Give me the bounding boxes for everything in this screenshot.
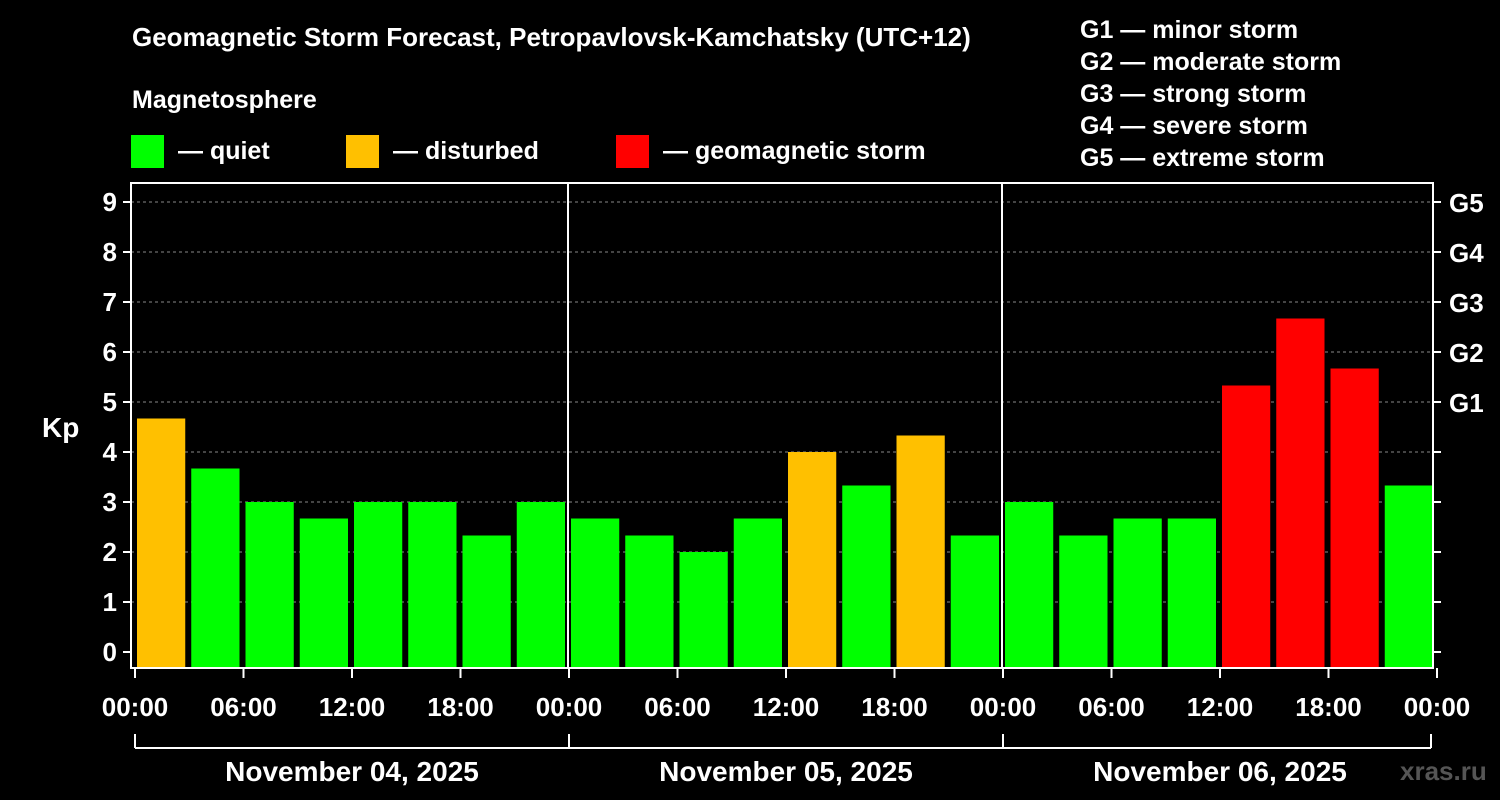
legend-swatch-quiet <box>131 134 164 168</box>
y-tick-label: 4 <box>103 437 118 467</box>
y-tick-label: 9 <box>103 187 117 217</box>
kp-bar <box>625 535 674 668</box>
legend-item-quiet: — quiet <box>131 134 270 168</box>
chart-subtitle: Magnetosphere <box>132 86 317 114</box>
x-tick-label: 00:00 <box>536 692 603 722</box>
g-scale-tick-label: G4 <box>1449 238 1484 268</box>
storm-scale-g2: G2 — moderate storm <box>1080 48 1342 76</box>
y-tick-label: 8 <box>103 237 117 267</box>
g-scale-tick-label: G3 <box>1449 288 1484 318</box>
kp-bar <box>1167 518 1216 668</box>
kp-bar <box>733 518 782 668</box>
x-tick-label: 18:00 <box>1295 692 1362 722</box>
kp-bar <box>462 535 511 668</box>
x-tick-label: 06:00 <box>644 692 711 722</box>
chart-title: Geomagnetic Storm Forecast, Petropavlovs… <box>132 22 971 52</box>
x-tick-label: 12:00 <box>1187 692 1254 722</box>
kp-bar <box>896 435 945 668</box>
kp-bar <box>1384 485 1433 668</box>
storm-scale-legend: G1 — minor storm G2 — moderate storm G3 … <box>1080 14 1341 174</box>
kp-bar <box>788 452 837 668</box>
x-tick-label: 18:00 <box>427 692 494 722</box>
x-tick-label: 06:00 <box>210 692 277 722</box>
legend-swatch-disturbed <box>346 134 379 168</box>
kp-bar <box>842 485 891 668</box>
kp-bar <box>354 502 403 668</box>
kp-bar <box>408 502 457 668</box>
g-scale-tick-label: G5 <box>1449 188 1484 218</box>
kp-bar <box>950 535 999 668</box>
x-tick-label: 00:00 <box>102 692 169 722</box>
x-tick-label: 00:00 <box>970 692 1037 722</box>
kp-bar <box>516 502 565 668</box>
kp-bar <box>1222 385 1271 668</box>
plot-frame <box>130 182 1434 669</box>
kp-bar <box>571 518 620 668</box>
y-tick-label: 7 <box>103 287 117 317</box>
storm-scale-g1: G1 — minor storm <box>1080 16 1299 44</box>
legend-label-quiet: — quiet <box>178 136 270 165</box>
day-label: November 04, 2025 <box>225 756 479 787</box>
kp-bar <box>679 552 728 668</box>
kp-bar <box>1113 518 1162 668</box>
y-tick-label: 1 <box>103 587 117 617</box>
x-tick-label: 12:00 <box>753 692 820 722</box>
x-tick-label: 06:00 <box>1078 692 1145 722</box>
day-label: November 06, 2025 <box>1093 756 1347 787</box>
y-tick-label: 5 <box>103 387 117 417</box>
y-tick-label: 6 <box>103 337 117 367</box>
y-tick-label: 3 <box>103 487 117 517</box>
legend-swatch-storm <box>616 134 649 168</box>
y-axis-label: Kp <box>42 412 80 443</box>
y-tick-label: 0 <box>103 637 117 667</box>
kp-bar <box>1059 535 1108 668</box>
storm-scale-g5: G5 — extreme storm <box>1080 144 1325 172</box>
x-tick-label: 12:00 <box>319 692 386 722</box>
kp-bar <box>191 468 240 668</box>
watermark: xras.ru <box>1400 756 1487 786</box>
storm-scale-g4: G4 — severe storm <box>1080 112 1308 140</box>
y-tick-label: 2 <box>103 537 117 567</box>
kp-bar <box>137 418 186 668</box>
g-scale-tick-label: G1 <box>1449 388 1484 418</box>
g-scale-tick-label: G2 <box>1449 338 1484 368</box>
kp-bar <box>1276 318 1325 668</box>
x-tick-label: 18:00 <box>861 692 928 722</box>
legend-label-disturbed: — disturbed <box>393 136 539 165</box>
storm-scale-g3: G3 — strong storm <box>1080 80 1307 108</box>
kp-bar <box>245 502 294 668</box>
legend-label-storm: — geomagnetic storm <box>663 136 926 165</box>
kp-bar <box>1005 502 1054 668</box>
kp-bar <box>1330 368 1379 668</box>
legend-item-storm: — geomagnetic storm <box>616 134 926 168</box>
x-tick-label: 00:00 <box>1404 692 1471 722</box>
day-label: November 05, 2025 <box>659 756 913 787</box>
kp-bar <box>299 518 348 668</box>
legend-item-disturbed: — disturbed <box>346 134 539 168</box>
